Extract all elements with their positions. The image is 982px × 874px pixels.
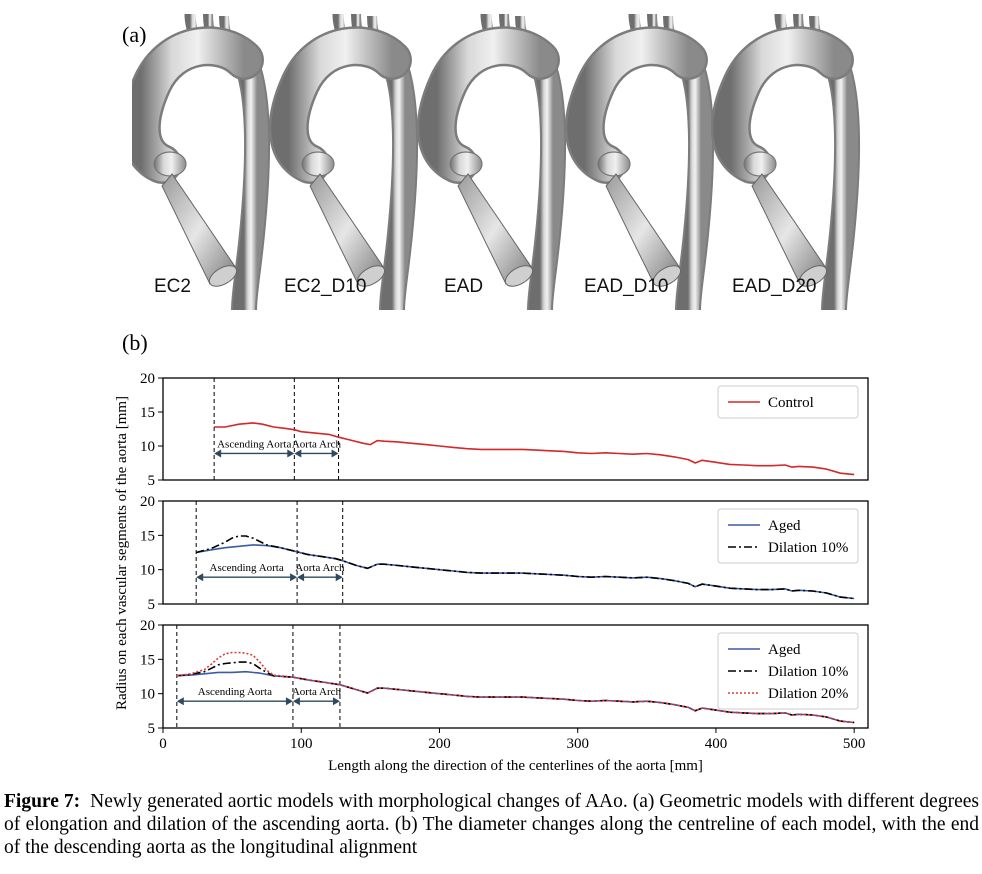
legend-label: Control [768,395,814,411]
y-tick-label: 15 [140,528,155,544]
figure-caption: Figure 7: Newly generated aortic models … [4,790,979,859]
chart-panel-2: 5 10 15 20 Ascending Aorta Aorta Arch Aged Dila… [140,494,869,613]
region-label: Aorta Arch [292,438,342,450]
x-tick-label: 500 [843,736,866,752]
y-tick-label: 15 [140,652,155,668]
region-label: Ascending Aorta [198,686,272,698]
y-axis-label: Radius on each vascular segments of the … [114,396,130,710]
y-tick-label: 10 [140,563,155,579]
caption-figure-label: Figure 7: [4,791,81,812]
y-tick-label: 15 [140,405,155,421]
plot-frame [162,624,869,729]
region-arrowhead-left [176,697,184,706]
y-tick-label: 20 [140,371,155,387]
region-label: Aorta Arch [292,686,342,698]
legend-label: Dilation 10% [768,540,848,556]
y-tick-label: 5 [148,721,156,737]
plot-frame [162,377,869,481]
model-label-ec2-d10: EC2_D10 [284,276,366,297]
panel-b-label: (b) [122,330,148,355]
model-label-ead-d20: EAD_D20 [732,276,817,297]
region-arrowhead-right [290,573,298,582]
legend-label: Aged [768,642,801,658]
region-arrowhead-right [332,697,340,706]
model-label-ead: EAD [444,276,483,297]
region-arrowhead-left [292,697,300,706]
model-label-ec2: EC2 [154,276,191,297]
region-label: Ascending Aorta [217,438,291,450]
series-line-1 [214,422,855,476]
panel-a-label: (a) [122,22,147,47]
y-tick-label: 20 [140,618,155,634]
region-arrowhead-left [196,573,204,582]
caption-text: Newly generated aortic models with morph… [4,791,979,858]
series-line-2 [195,535,855,600]
x-tick-label: 200 [428,736,451,752]
series-line-3 [176,651,855,724]
region-arrowhead-left [294,449,302,458]
plot-frame [162,500,869,605]
legend-box [717,508,859,564]
legend-box [717,632,859,710]
x-tick-label: 0 [159,736,167,752]
x-axis-label: Length along the direction of the center… [328,758,703,774]
y-tick-label: 10 [140,687,155,703]
legend-label: Dilation 20% [768,686,848,702]
y-tick-label: 5 [148,473,156,489]
y-tick-label: 20 [140,494,155,510]
region-arrowhead-right [285,697,293,706]
region-arrowhead-left [214,449,222,458]
region-arrowhead-right [331,449,339,458]
region-label: Ascending Aorta [210,562,284,574]
y-tick-label: 10 [140,439,155,455]
legend-box [717,385,859,419]
region-label: Aorta Arch [295,562,345,574]
aortic-models-figure: EC2 EC2_D10 EAD EAD_D10 EAD_D20 [132,14,862,310]
legend-label: Dilation 10% [768,664,848,680]
x-tick-label: 400 [705,736,728,752]
model-label-ead-d10: EAD_D10 [584,276,669,297]
y-tick-label: 5 [148,597,156,613]
region-arrowhead-left [297,573,305,582]
region-arrowhead-right [335,573,343,582]
region-arrowhead-right [287,449,295,458]
x-tick-label: 100 [290,736,313,752]
legend-label: Aged [768,518,801,534]
chart-panel-1: 5 10 15 20 Ascending Aorta Aorta Arch Control [140,371,869,489]
x-tick-label: 300 [566,736,589,752]
